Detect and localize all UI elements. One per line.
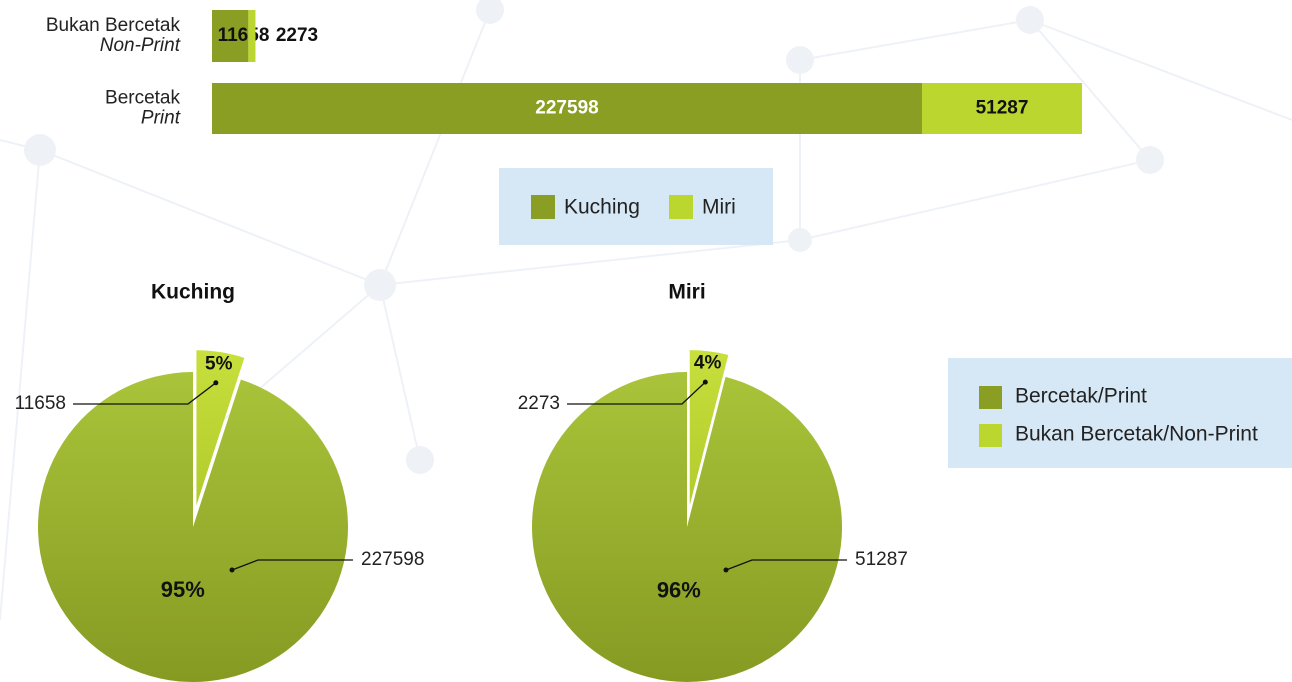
bar-value-label: 11658 — [218, 25, 270, 46]
bar-value-label: 227598 — [535, 98, 598, 119]
percent-label: 95% — [161, 577, 205, 602]
bar-value-label: 51287 — [976, 98, 1029, 119]
legend-label: Bercetak/Print — [1015, 385, 1147, 408]
leader-line — [725, 559, 847, 571]
bar-segment — [248, 10, 256, 62]
pie-slice — [689, 350, 729, 506]
bar-segment — [212, 83, 923, 134]
leader-line — [567, 381, 706, 405]
legend-swatch — [669, 195, 693, 219]
pie-title: Miri — [668, 281, 705, 304]
count-label: 2273 — [518, 393, 560, 414]
legend-label: Miri — [702, 196, 736, 219]
legend-swatch — [979, 424, 1002, 447]
pie-legend-box — [948, 358, 1292, 468]
leader-line — [73, 382, 217, 405]
leader-line — [231, 559, 353, 571]
percent-label: 5% — [205, 353, 233, 374]
category-label: Non-Print — [100, 35, 181, 56]
count-label: 11658 — [15, 393, 66, 414]
percent-label: 4% — [694, 353, 722, 374]
legend-swatch — [531, 195, 555, 219]
pie-slice — [531, 372, 842, 682]
bar-segment — [922, 83, 1082, 134]
bar-value-label: 2273 — [276, 25, 318, 46]
legend-swatch — [979, 386, 1002, 409]
count-label: 227598 — [361, 549, 424, 570]
count-label: 51287 — [855, 549, 908, 570]
category-label: Print — [141, 108, 181, 129]
legend-label: Kuching — [564, 196, 640, 219]
percent-label: 96% — [657, 577, 701, 602]
pie-slice — [37, 371, 348, 682]
bar-segment — [212, 10, 249, 62]
category-label: Bukan Bercetak — [46, 15, 181, 36]
legend-label: Bukan Bercetak/Non-Print — [1015, 423, 1258, 446]
pie-title: Kuching — [151, 281, 235, 304]
category-label: Bercetak — [105, 88, 180, 109]
background-nodes — [24, 0, 1164, 474]
